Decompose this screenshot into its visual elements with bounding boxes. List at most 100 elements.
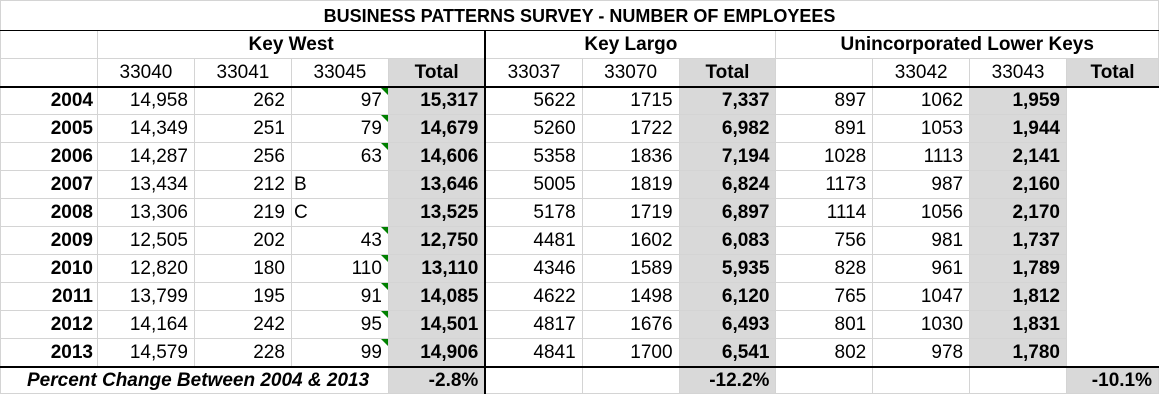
employee-count-cell[interactable]: 4622 [484, 282, 583, 311]
employee-count-cell[interactable]: 202 [193, 226, 292, 255]
empty-cell[interactable] [775, 365, 874, 394]
total-header[interactable]: Total [387, 58, 486, 88]
employee-count-cell[interactable]: 5178 [484, 198, 583, 227]
employee-count-cell[interactable]: 5358 [484, 142, 583, 171]
employee-count-cell[interactable]: 14,349 [96, 114, 195, 143]
employee-count-cell[interactable]: 242 [193, 310, 292, 339]
employee-count-cell[interactable]: 1819 [581, 170, 680, 199]
employee-count-cell[interactable]: 1028 [775, 142, 874, 171]
total-cell[interactable]: 13,110 [387, 254, 486, 283]
employee-count-cell[interactable]: 262 [193, 86, 292, 115]
employee-count-cell[interactable]: 1030 [872, 310, 971, 339]
footnote-cell[interactable]: C [290, 198, 389, 227]
zip-header[interactable]: 33041 [193, 58, 292, 88]
percent-change-key-west[interactable]: -2.8% [387, 365, 486, 394]
employee-count-cell[interactable]: 12,820 [96, 254, 195, 283]
employee-count-cell[interactable]: 1589 [581, 254, 680, 283]
employee-count-cell[interactable]: 1722 [581, 114, 680, 143]
year-cell[interactable]: 2008 [0, 198, 98, 227]
employee-count-cell[interactable]: 5260 [484, 114, 583, 143]
year-cell[interactable]: 2004 [0, 86, 98, 115]
employee-count-cell[interactable]: 212 [193, 170, 292, 199]
year-cell[interactable]: 2013 [0, 338, 98, 367]
employee-count-cell[interactable]: 12,505 [96, 226, 195, 255]
employee-count-cell[interactable]: 756 [775, 226, 874, 255]
employee-count-cell[interactable]: 1676 [581, 310, 680, 339]
region-key-largo[interactable]: Key Largo [484, 30, 777, 59]
employee-count-cell[interactable]: 13,799 [96, 282, 195, 311]
total-cell[interactable]: 14,906 [387, 338, 486, 367]
employee-count-cell[interactable]: 891 [775, 114, 874, 143]
employee-count-cell[interactable]: 4346 [484, 254, 583, 283]
employee-count-cell[interactable]: 1047 [872, 282, 971, 311]
employee-count-cell[interactable]: 14,579 [96, 338, 195, 367]
employee-count-cell[interactable]: 14,287 [96, 142, 195, 171]
total-cell[interactable]: 1,789 [969, 254, 1067, 283]
employee-count-cell[interactable]: 110 [290, 254, 389, 283]
empty-cell[interactable] [484, 365, 583, 394]
employee-count-cell[interactable]: 63 [290, 142, 389, 171]
total-cell[interactable]: 1,944 [969, 114, 1067, 143]
total-header[interactable]: Total [678, 58, 777, 88]
employee-count-cell[interactable]: 801 [775, 310, 874, 339]
employee-count-cell[interactable]: 1836 [581, 142, 680, 171]
total-cell[interactable]: 5,935 [678, 254, 777, 283]
employee-count-cell[interactable]: 5005 [484, 170, 583, 199]
year-cell[interactable]: 2006 [0, 142, 98, 171]
year-cell[interactable]: 2005 [0, 114, 98, 143]
employee-count-cell[interactable]: 1602 [581, 226, 680, 255]
total-cell[interactable]: 1,959 [969, 86, 1067, 115]
employee-count-cell[interactable]: 79 [290, 114, 389, 143]
employee-count-cell[interactable]: 1053 [872, 114, 971, 143]
total-cell[interactable]: 2,160 [969, 170, 1067, 199]
employee-count-cell[interactable]: 987 [872, 170, 971, 199]
employee-count-cell[interactable]: 1700 [581, 338, 680, 367]
employee-count-cell[interactable]: 256 [193, 142, 292, 171]
employee-count-cell[interactable]: 978 [872, 338, 971, 367]
total-cell[interactable]: 6,541 [678, 338, 777, 367]
total-cell[interactable]: 7,194 [678, 142, 777, 171]
employee-count-cell[interactable]: 91 [290, 282, 389, 311]
total-cell[interactable]: 2,141 [969, 142, 1067, 171]
percent-change-lower-keys[interactable]: -10.1% [1066, 365, 1159, 394]
year-cell[interactable]: 2012 [0, 310, 98, 339]
employee-count-cell[interactable]: 99 [290, 338, 389, 367]
employee-count-cell[interactable]: 1715 [581, 86, 680, 115]
employee-count-cell[interactable]: 13,434 [96, 170, 195, 199]
employee-count-cell[interactable]: 251 [193, 114, 292, 143]
employee-count-cell[interactable]: 765 [775, 282, 874, 311]
total-cell[interactable]: 6,897 [678, 198, 777, 227]
percent-change-key-largo[interactable]: -12.2% [678, 365, 777, 394]
total-cell[interactable]: 14,679 [387, 114, 486, 143]
total-cell[interactable]: 1,812 [969, 282, 1067, 311]
total-cell[interactable]: 7,337 [678, 86, 777, 115]
empty-cell[interactable] [969, 365, 1067, 394]
employee-count-cell[interactable]: 1062 [872, 86, 971, 115]
sheet-title[interactable]: BUSINESS PATTERNS SURVEY - NUMBER OF EMP… [0, 0, 1159, 31]
region-key-west[interactable]: Key West [96, 30, 486, 59]
employee-count-cell[interactable]: 13,306 [96, 198, 195, 227]
total-cell[interactable]: 6,120 [678, 282, 777, 311]
employee-count-cell[interactable]: 1056 [872, 198, 971, 227]
total-cell[interactable]: 12,750 [387, 226, 486, 255]
zip-header[interactable]: 33070 [581, 58, 680, 88]
zip-header[interactable]: 33037 [484, 58, 583, 88]
employee-count-cell[interactable]: 95 [290, 310, 389, 339]
total-cell[interactable]: 14,606 [387, 142, 486, 171]
employee-count-cell[interactable]: 961 [872, 254, 971, 283]
employee-count-cell[interactable]: 14,958 [96, 86, 195, 115]
total-cell[interactable]: 14,085 [387, 282, 486, 311]
total-cell[interactable]: 1,737 [969, 226, 1067, 255]
empty-cell[interactable] [0, 58, 98, 88]
total-cell[interactable]: 13,525 [387, 198, 486, 227]
footnote-cell[interactable]: B [290, 170, 389, 199]
employee-count-cell[interactable]: 97 [290, 86, 389, 115]
year-cell[interactable]: 2010 [0, 254, 98, 283]
total-cell[interactable]: 6,083 [678, 226, 777, 255]
total-cell[interactable]: 14,501 [387, 310, 486, 339]
employee-count-cell[interactable]: 4817 [484, 310, 583, 339]
employee-count-cell[interactable]: 219 [193, 198, 292, 227]
total-cell[interactable]: 13,646 [387, 170, 486, 199]
zip-header[interactable]: 33042 [872, 58, 971, 88]
employee-count-cell[interactable]: 1719 [581, 198, 680, 227]
